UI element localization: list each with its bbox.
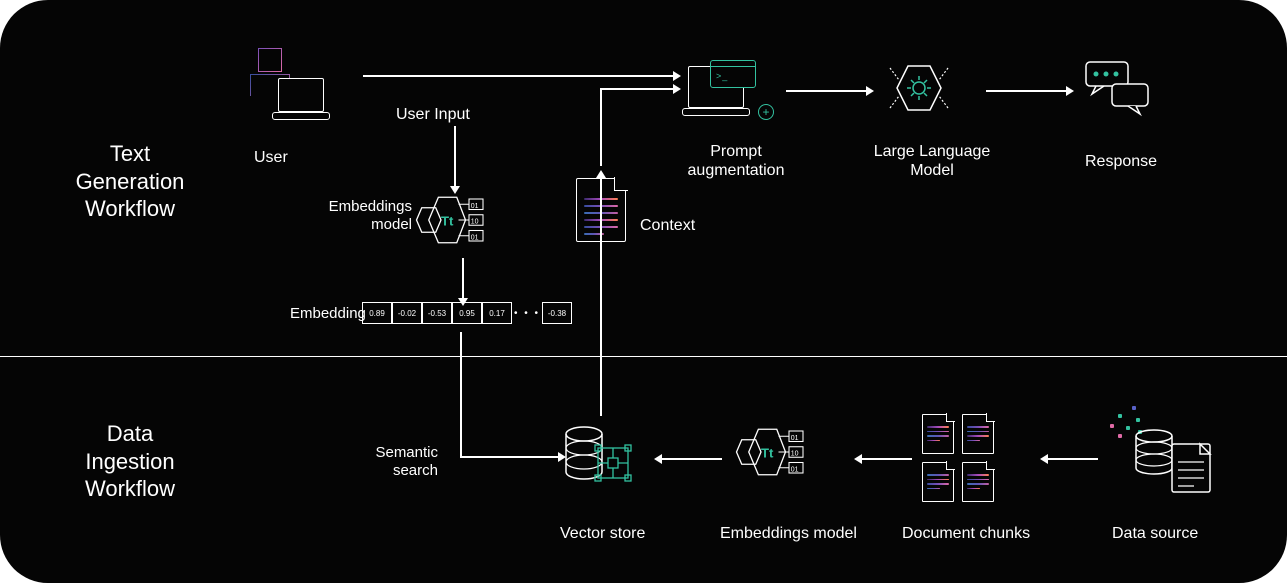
- arrow-vec-to-vstore: [460, 332, 462, 456]
- svg-text:01: 01: [471, 234, 479, 241]
- arrow-head-user-to-emb: [450, 186, 460, 194]
- llm-label: Large LanguageModel: [862, 142, 1002, 180]
- vec-cell: -0.38: [542, 302, 572, 324]
- user-label: User: [254, 148, 288, 167]
- svg-text:Tt: Tt: [761, 445, 774, 460]
- doc-chunks-label: Document chunks: [902, 524, 1030, 543]
- svg-text:01: 01: [791, 435, 799, 442]
- section-data-ing: DataIngestionWorkflow: [60, 420, 200, 503]
- doc-chunks-group: [922, 414, 1012, 504]
- emb-model-1-label: Embeddingsmodel: [312, 198, 412, 234]
- arrow-vec-to-vstore2: [460, 456, 558, 458]
- arrow-context-to-prompt2: [600, 88, 673, 90]
- svg-text:01: 01: [791, 466, 799, 473]
- arrow-head-context-to-prompt2: [673, 84, 681, 94]
- arrow-emb2-to-vstore: [662, 458, 722, 460]
- arrow-emb-to-vec: [462, 258, 464, 298]
- svg-text:01: 01: [471, 203, 479, 210]
- arrow-head-user-to-prompt: [673, 71, 681, 81]
- section-divider: [0, 356, 1287, 357]
- arrow-head-prompt-to-llm: [866, 86, 874, 96]
- arrow-vstore-to-context: [600, 178, 602, 416]
- embeddings-model-bottom-icon: Tt 01 10 01: [740, 422, 810, 482]
- user-input-label: User Input: [396, 105, 470, 124]
- arrow-head-emb2-to-vstore: [654, 454, 662, 464]
- diagram-stage: TextGenerationWorkflow DataIngestionWork…: [0, 0, 1287, 583]
- arrow-prompt-to-llm: [786, 90, 866, 92]
- arrow-llm-to-resp: [986, 90, 1066, 92]
- svg-text:Tt: Tt: [441, 213, 454, 228]
- data-source-label: Data source: [1112, 524, 1198, 543]
- emb-model-2-label: Embeddings model: [720, 524, 857, 543]
- arrow-head-vec-to-vstore2: [558, 452, 566, 462]
- vec-cell: -0.02: [392, 302, 422, 324]
- arrow-context-to-prompt: [600, 88, 602, 166]
- response-icon: [1082, 60, 1156, 118]
- user-icon: [250, 46, 340, 126]
- semantic-label: Semanticsearch: [338, 444, 438, 480]
- data-source-icon: [1132, 428, 1218, 498]
- vec-cell: -0.53: [422, 302, 452, 324]
- embeddings-model-top-icon: Tt 01 10 01: [420, 190, 490, 250]
- arrow-head-vstore-to-context: [596, 170, 606, 178]
- arrow-chunks-to-emb2: [862, 458, 912, 460]
- vec-cell: 0.89: [362, 302, 392, 324]
- prompt-aug-label: Promptaugmentation: [676, 142, 796, 180]
- arrow-head-emb-to-vec: [458, 298, 468, 306]
- arrow-head-chunks-to-emb2: [854, 454, 862, 464]
- llm-icon: [886, 58, 960, 118]
- prompt-aug-icon: >_ +: [688, 60, 768, 118]
- arrow-user-to-prompt: [363, 75, 673, 77]
- response-label: Response: [1085, 152, 1157, 171]
- arrow-head-llm-to-resp: [1066, 86, 1074, 96]
- svg-text:10: 10: [471, 219, 479, 226]
- embedding-label: Embedding: [290, 305, 366, 323]
- section-text-gen: TextGenerationWorkflow: [60, 140, 200, 223]
- context-label: Context: [640, 216, 695, 235]
- arrow-head-dsrc-to-chunks: [1040, 454, 1048, 464]
- vstore-label: Vector store: [560, 524, 645, 543]
- vec-cell: 0.17: [482, 302, 512, 324]
- vector-store-icon: [564, 424, 634, 490]
- arrow-user-to-emb: [454, 126, 456, 186]
- arrow-dsrc-to-chunks: [1048, 458, 1098, 460]
- vec-dots: • • •: [512, 302, 542, 324]
- svg-text:10: 10: [791, 451, 799, 458]
